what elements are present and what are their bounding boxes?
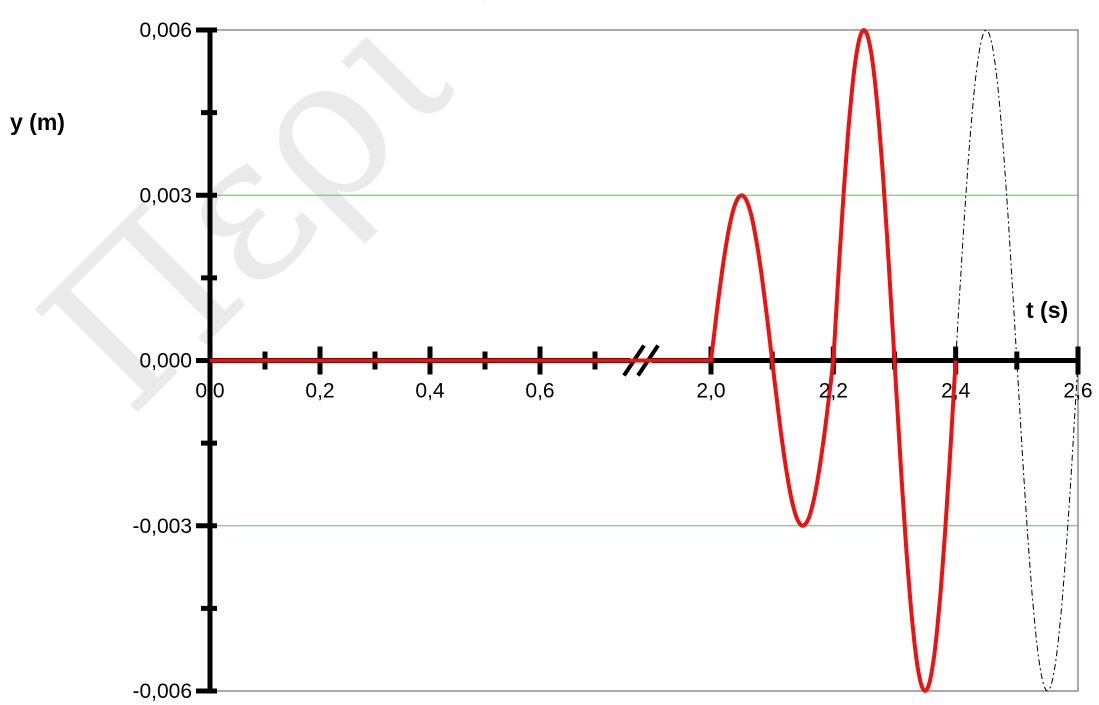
red-series-line	[210, 28, 958, 693]
x-tick-label: 2,4	[941, 380, 971, 403]
y-tick-label: 0,000	[139, 350, 192, 373]
x-tick-label: 0,0	[195, 380, 224, 403]
y-tick-label: 0,006	[139, 19, 192, 42]
y-tick-label: -0,003	[132, 515, 192, 538]
dashed-series-line	[955, 29, 1079, 692]
gridlines	[210, 194, 1078, 527]
y-tick-label: 0,003	[139, 184, 192, 207]
x-tick-label: 0,2	[305, 380, 334, 403]
y-tick-label: -0,006	[132, 680, 192, 703]
x-tick-label: 2,0	[696, 380, 725, 403]
x-tick-label: 0,4	[415, 380, 445, 403]
x-tick-label: 0,6	[525, 380, 554, 403]
y-axis-title: y (m)	[10, 109, 65, 135]
x-tick-label: 2,2	[819, 380, 848, 403]
x-axis-title: t (s)	[1026, 297, 1068, 323]
x-tick-label: 2,6	[1063, 380, 1092, 403]
watermark: Περι -	[0, 0, 592, 454]
series-group	[210, 28, 1079, 693]
tick-labels: 0,0 0,2 0,4 0,6 2,0 2,2 2,4 2,6 0,006 0,003 0,000 -…	[132, 19, 1092, 703]
